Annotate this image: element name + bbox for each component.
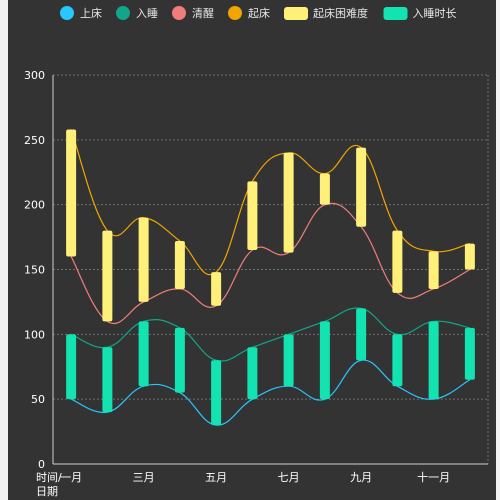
range-bar: [319, 173, 330, 205]
y-tick-label: 0: [38, 458, 45, 471]
range-bar: [247, 347, 258, 400]
y-tick-label: 200: [24, 199, 45, 212]
legend-swatch: [60, 6, 74, 20]
x-tick-label: 三月: [133, 471, 155, 484]
range-bar: [102, 347, 113, 413]
range-bar: [283, 152, 294, 253]
legend-label: 入睡时长: [413, 7, 457, 20]
x-axis-label: 日期: [36, 485, 58, 498]
range-bar: [356, 308, 367, 361]
range-bars: [66, 129, 475, 426]
range-bar: [211, 360, 222, 426]
legend-label: 起床困难度: [313, 6, 368, 20]
legend-swatch: [284, 7, 308, 20]
legend-swatch: [228, 6, 242, 20]
legend-label: 上床: [80, 6, 102, 20]
x-tick-label: 七月: [278, 471, 300, 484]
range-bar: [174, 327, 185, 393]
y-tick-label: 250: [24, 134, 45, 147]
y-tick-label: 100: [24, 328, 45, 341]
series-line: [70, 202, 471, 325]
series-lines: [70, 129, 471, 426]
x-tick-label: 一月: [60, 471, 82, 484]
y-tick-label: 150: [24, 264, 45, 277]
x-tick-label: 九月: [350, 471, 372, 484]
legend-swatch: [172, 6, 186, 20]
series-line: [70, 359, 471, 426]
series-line: [70, 129, 471, 276]
y-tick-label: 50: [31, 393, 45, 406]
x-tick-label: 五月: [205, 471, 227, 484]
y-tick-label: 300: [24, 69, 45, 82]
legend-label: 清醒: [192, 7, 214, 20]
x-axis: 一月 三月 五月 七月 九月 十一月 时间/日期: [36, 463, 488, 498]
range-bar: [247, 181, 258, 251]
legend-swatch: [116, 6, 130, 20]
grid: [52, 74, 489, 464]
range-bar: [319, 321, 330, 400]
range-bar: [66, 334, 77, 400]
range-bar: [66, 129, 77, 257]
legend-swatch: [383, 7, 408, 20]
range-bar: [138, 217, 149, 302]
chart-svg: 上床 入睡 清醒 起床 起床困难度 入睡时长 0 50 100 150 200 250 300 一月 三…: [24, 6, 489, 498]
range-bar: [464, 243, 475, 270]
y-axis: 0 50 100 150 200 250 300: [24, 69, 45, 471]
range-bar: [174, 240, 185, 289]
x-axis-label: 时间/: [36, 471, 62, 484]
x-tick-label: 十一月: [417, 470, 450, 484]
chart-panel: 上床 入睡 清醒 起床 起床困难度 入睡时长 0 50 100 150 200 250 300 一月 三…: [8, 0, 496, 500]
range-bar: [356, 147, 367, 227]
range-bar: [392, 334, 403, 387]
range-bar: [283, 334, 294, 387]
range-bar: [428, 321, 439, 400]
range-bar: [428, 251, 439, 289]
legend-label: 入睡: [136, 7, 158, 20]
range-bar: [102, 230, 113, 322]
legend: 上床 入睡 清醒 起床 起床困难度 入睡时长: [60, 6, 457, 20]
range-bar: [464, 327, 475, 380]
range-bar: [138, 321, 149, 387]
range-bar: [392, 230, 403, 293]
legend-label: 起床: [248, 6, 270, 20]
range-bar: [211, 272, 222, 306]
